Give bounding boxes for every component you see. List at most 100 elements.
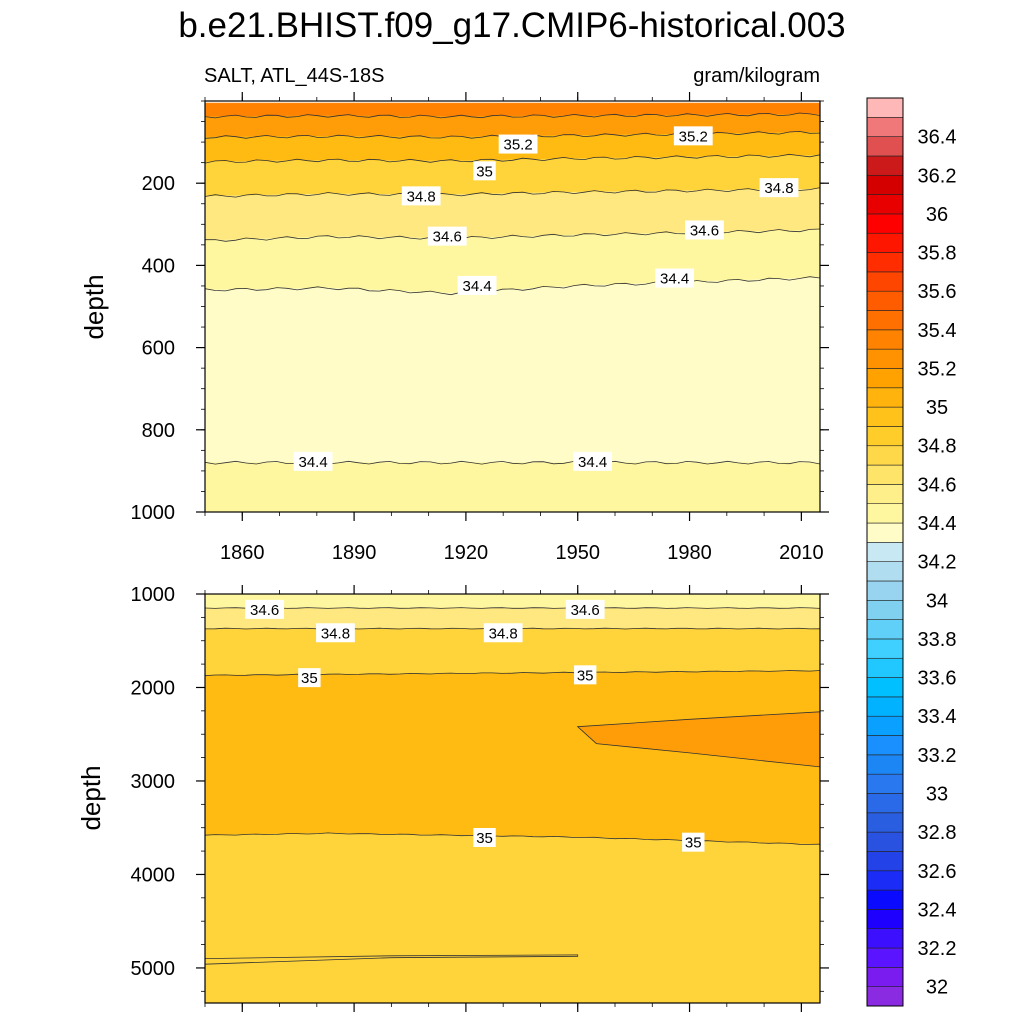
colorbar: 32 32.2 32.4 32.6 32.8 33 33.2 33.4 33.6 33.8 34 34… <box>866 97 957 1007</box>
colorbar-box <box>866 696 904 717</box>
colorbar-box <box>866 928 904 949</box>
band-0-34.4-34.6 <box>205 594 820 609</box>
colorbar-box <box>866 232 904 253</box>
colorbar-box <box>866 580 904 601</box>
lower-ylabel: depth <box>76 765 106 830</box>
colorbar-box <box>866 252 904 273</box>
colorbar-tick-label: 36.2 <box>918 165 957 187</box>
x-tick-label: 1920 <box>444 542 489 564</box>
contour-label: 35.2 <box>498 134 538 154</box>
contour-label-text: 35 <box>476 163 493 180</box>
contour-line-34.6 <box>205 607 820 609</box>
colorbar-tick-label: 35.4 <box>918 320 957 342</box>
x-tick-label: 1890 <box>332 542 377 564</box>
colorbar-box <box>866 194 904 215</box>
contour-label: 34.8 <box>316 623 355 643</box>
colorbar-box <box>866 117 904 137</box>
figure-title: b.e21.BHIST.f09_g17.CMIP6-historical.003 <box>178 6 845 45</box>
colorbar-tick-label: 32.2 <box>918 938 957 960</box>
contour-label: 35.2 <box>673 126 713 146</box>
colorbar-tick-label: 33 <box>926 783 948 805</box>
y-tick-label: 4000 <box>131 864 176 886</box>
contour-label-bg <box>573 451 613 471</box>
contour-label-bg <box>759 178 799 198</box>
colorbar-tick-label: 35.2 <box>918 358 957 380</box>
contour-label: 34.8 <box>483 623 523 643</box>
colorbar-tick-label: 35.8 <box>918 243 957 265</box>
colorbar-tick-label: 35.6 <box>918 281 957 303</box>
contour-label: 34.8 <box>401 186 441 206</box>
colorbar-box <box>866 599 904 620</box>
colorbar-tick-label: 35 <box>926 397 948 419</box>
contour-label-text: 34.4 <box>462 278 491 295</box>
contour-label-bg <box>483 623 523 643</box>
y-tick-label: 800 <box>142 420 175 442</box>
colorbar-box <box>866 657 904 678</box>
x-tick-label: 2010 <box>779 542 824 564</box>
colorbar-box <box>866 986 904 1007</box>
colorbar-tick-label: 34.6 <box>918 474 957 496</box>
contour-label-bg <box>655 268 695 288</box>
colorbar-box <box>866 484 904 505</box>
contour-label-text: 34.4 <box>578 454 607 471</box>
colorbar-box <box>866 542 904 562</box>
x-tick-label: 1950 <box>555 542 600 564</box>
contour-label-text: 34.6 <box>690 222 719 239</box>
colorbar-box <box>866 967 904 987</box>
colorbar-box <box>866 638 904 659</box>
contour-label-bg <box>498 134 538 154</box>
colorbar-box <box>866 445 904 466</box>
y-tick-label: 2000 <box>131 677 176 699</box>
contour-label-text: 35 <box>476 830 493 847</box>
colorbar-box <box>866 909 904 930</box>
colorbar-tick-label: 33.2 <box>918 745 957 767</box>
colorbar-tick-label: 34.2 <box>918 552 957 574</box>
colorbar-box <box>866 271 904 292</box>
colorbar-box <box>866 677 904 698</box>
colorbar-box <box>866 136 904 157</box>
patch-0-35.2-35.4 <box>576 711 820 768</box>
colorbar-box <box>866 155 904 176</box>
colorbar-tick-label: 34 <box>926 590 948 612</box>
y-tick-label: 5000 <box>131 958 176 980</box>
contour-label-text: 34.8 <box>489 625 518 642</box>
contour-label-bg <box>685 220 724 240</box>
contour-label: 34.6 <box>245 599 285 619</box>
contour-label-bg <box>427 226 467 246</box>
contour-label-bg <box>401 186 441 206</box>
contour-label-bg <box>293 451 333 471</box>
colorbar-box <box>866 831 904 852</box>
lower-panel-frame <box>204 593 821 1004</box>
colorbar-tick-label: 36.4 <box>918 127 957 149</box>
contour-label: 35 <box>298 668 321 688</box>
patch-1-34.8-35 <box>205 954 579 965</box>
contour-label-text: 34.4 <box>660 271 689 288</box>
y-tick-label: 200 <box>142 173 175 195</box>
band-6-34.2-34.4 <box>205 277 820 464</box>
colorbar-box <box>866 387 904 408</box>
contour-label: 34.6 <box>565 599 605 619</box>
contour-label: 35 <box>682 832 705 852</box>
contour-label-bg <box>673 126 713 146</box>
contour-label-bg <box>298 668 321 688</box>
colorbar-box <box>866 735 904 756</box>
colorbar-box <box>866 889 904 910</box>
colorbar-tick-label: 32.8 <box>918 822 957 844</box>
contour-label-bg <box>457 275 497 295</box>
colorbar-box <box>866 368 904 389</box>
colorbar-box <box>866 947 904 968</box>
contour-line-35.4 <box>205 112 820 119</box>
colorbar-box <box>866 174 904 195</box>
colorbar-box <box>866 715 904 736</box>
upper-panel-fill <box>205 102 820 512</box>
colorbar-box <box>866 329 904 350</box>
colorbar-frame <box>866 97 904 1007</box>
colorbar-tick-label: 32 <box>926 977 948 999</box>
colorbar-box <box>866 503 904 524</box>
colorbar-box <box>866 870 904 891</box>
contour-line-34.4 <box>205 276 820 296</box>
colorbar-box <box>866 464 904 485</box>
colorbar-box <box>866 213 904 234</box>
contour-label-text: 34.8 <box>764 180 793 197</box>
